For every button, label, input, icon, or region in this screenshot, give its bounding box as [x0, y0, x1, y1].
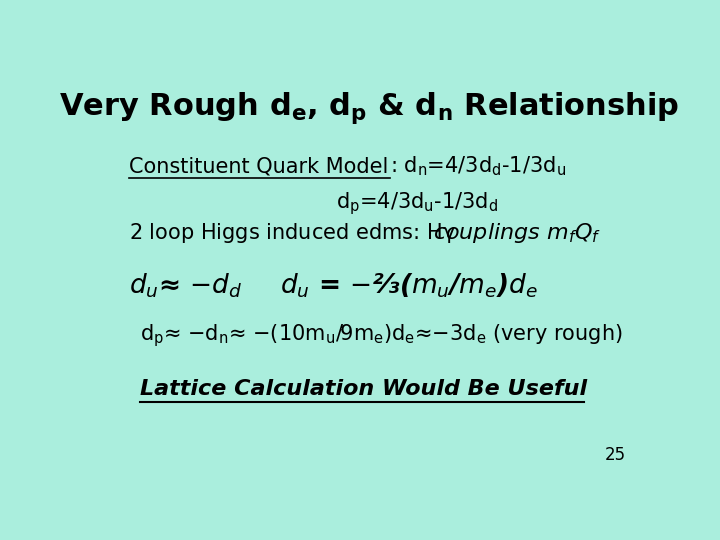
- Text: Constituent Quark Model: Constituent Quark Model: [129, 157, 388, 177]
- Text: $\mathregular{d_p}$=4/3$\mathregular{d_u}$-1/3$\mathregular{d_d}$: $\mathregular{d_p}$=4/3$\mathregular{d_u…: [336, 191, 498, 218]
- Text: $\it{d_u}$ = $-$⅔($\it{m_u}$/$\it{m_e}$)$\it{d_e}$: $\it{d_u}$ = $-$⅔($\it{m_u}$/$\it{m_e}$)…: [280, 272, 538, 300]
- Text: $\mathregular{d_p}$≈ $-\mathregular{d_n}$≈ $-(10\mathregular{m_u}/9\mathregular{: $\mathregular{d_p}$≈ $-\mathregular{d_n}…: [140, 322, 623, 349]
- Text: 25: 25: [605, 446, 626, 464]
- Text: 2 loop Higgs induced edms: H$\mathregular{\gamma}$: 2 loop Higgs induced edms: H$\mathregula…: [129, 221, 456, 245]
- Text: $\it{couplings\ m_f Q_f}$: $\it{couplings\ m_f Q_f}$: [433, 221, 601, 245]
- Text: $\it{d_u}$≈ $-\it{d_d}$: $\it{d_u}$≈ $-\it{d_d}$: [129, 272, 242, 300]
- Text: Very Rough $\mathregular{d_e}$, $\mathregular{d_p}$ & $\mathregular{d_n}$ Relati: Very Rough $\mathregular{d_e}$, $\mathre…: [59, 91, 679, 126]
- Text: Lattice Calculation Would Be Useful: Lattice Calculation Would Be Useful: [140, 379, 588, 399]
- Text: : $\mathregular{d_n}$=4/3$\mathregular{d_d}$-1/3$\mathregular{d_u}$: : $\mathregular{d_n}$=4/3$\mathregular{d…: [390, 155, 566, 179]
